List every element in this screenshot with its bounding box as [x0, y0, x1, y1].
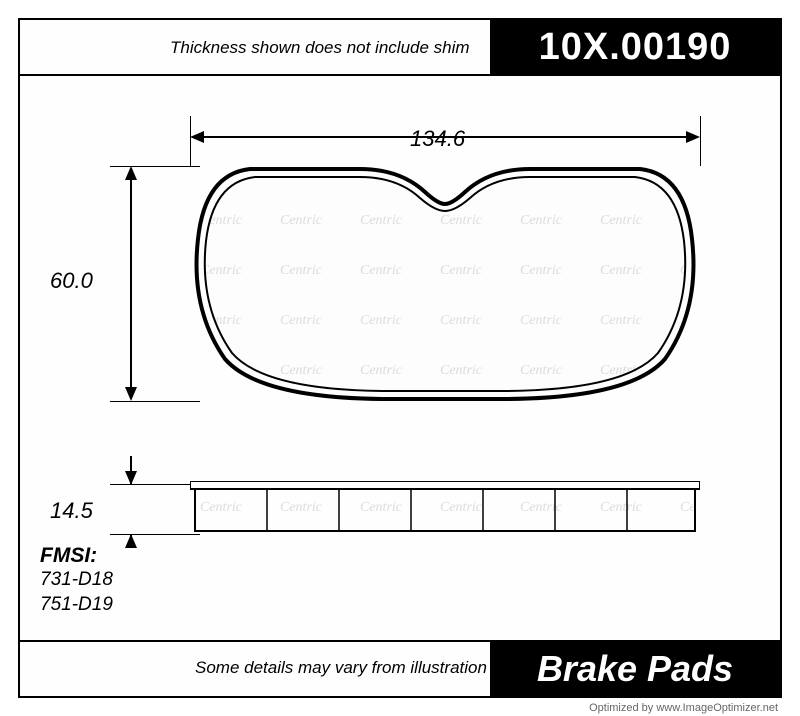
arrow-down-icon [125, 471, 137, 485]
fmsi-block: FMSI: 731-D18 751-D19 [40, 544, 113, 617]
footer-row: Some details may vary from illustration … [20, 642, 780, 696]
category-box: Brake Pads [490, 642, 780, 696]
extension-line [700, 116, 701, 166]
brake-pad-top-view: Centric [190, 144, 700, 404]
arrow-right-icon [686, 131, 700, 143]
arrow-down-icon [125, 387, 137, 401]
thickness-note: Thickness shown does not include shim [170, 38, 470, 58]
pad-svg: Centric [190, 144, 700, 404]
drawing-frame: Thickness shown does not include shim 10… [18, 18, 782, 698]
arrow-up-icon [125, 534, 137, 548]
arrow-left-icon [190, 131, 204, 143]
brake-pad-side-view: Centric [190, 481, 700, 536]
details-vary-note: Some details may vary from illustration [195, 658, 487, 678]
height-dim-line [130, 180, 132, 387]
fmsi-code: 731-D18 [40, 568, 113, 593]
extension-line [110, 166, 200, 167]
extension-line [110, 401, 200, 402]
thickness-dimension: 14.5 [50, 498, 93, 524]
height-dimension: 60.0 [50, 268, 93, 294]
watermark-credit: Optimized by www.ImageOptimizer.net [589, 702, 778, 714]
part-number-box: 10X.00190 [490, 20, 780, 74]
header-row: Thickness shown does not include shim 10… [20, 20, 780, 74]
fmsi-title: FMSI: [40, 544, 113, 568]
side-svg: Centric [190, 481, 700, 536]
fmsi-code: 751-D19 [40, 593, 113, 618]
diagram-area: 134.6 60.0 Centric 14.5 [20, 76, 780, 640]
extension-line [110, 484, 200, 485]
arrow-up-icon [125, 166, 137, 180]
extension-line [110, 534, 200, 535]
